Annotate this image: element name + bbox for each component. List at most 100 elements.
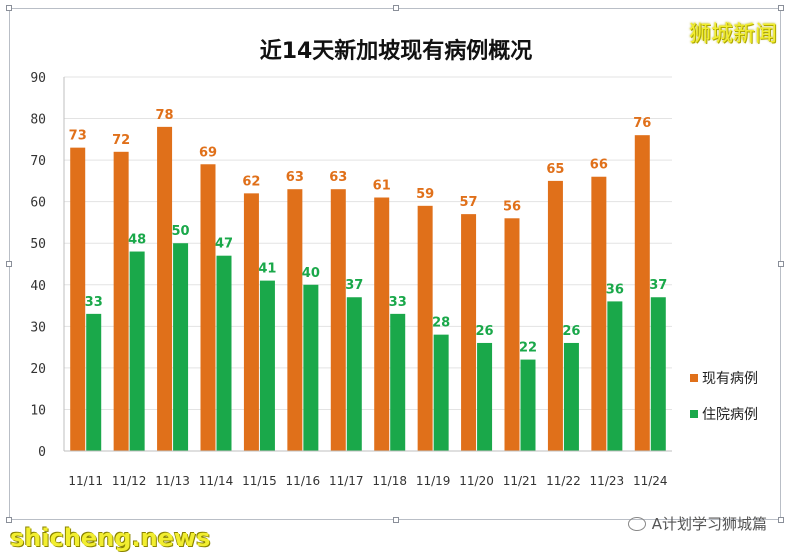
- x-tick-label: 11/16: [286, 474, 321, 488]
- resize-handle-top-left[interactable]: [6, 5, 12, 11]
- x-axis: 11/11 11/12 11/13 11/14 11/15 11/16 11/17 11/18…: [64, 450, 672, 488]
- x-tick-label: 11/11: [68, 474, 103, 488]
- data-label-hospitalised-cases: 37: [649, 278, 667, 293]
- data-label-existing-cases: 57: [460, 195, 478, 210]
- bar-hospitalised-cases: [390, 313, 406, 451]
- x-tick-label: 11/15: [242, 474, 277, 488]
- data-label-existing-cases: 59: [416, 187, 434, 202]
- resize-handle-mid-left[interactable]: [6, 261, 12, 267]
- y-tick-label: 70: [30, 154, 46, 169]
- data-label-existing-cases: 56: [503, 199, 521, 214]
- data-label-existing-cases: 66: [590, 158, 608, 173]
- y-tick-label: 50: [30, 237, 46, 252]
- watermark-top-right: 狮城新闻: [688, 22, 777, 47]
- bars: 73 33 72 48 78 50 69 47 62 41 63 40 63 37 61 33 59 28 57 26…: [69, 108, 667, 452]
- resize-handle-bottom-right[interactable]: [778, 517, 784, 523]
- bar-hospitalised-cases: [477, 342, 493, 451]
- x-tick-label: 11/19: [416, 474, 451, 488]
- y-tick-label: 90: [30, 71, 46, 86]
- x-tick-label: 11/22: [546, 474, 581, 488]
- x-tick-label: 11/14: [199, 474, 234, 488]
- x-tick-label: 11/12: [112, 474, 147, 488]
- data-label-existing-cases: 76: [633, 116, 651, 131]
- data-label-existing-cases: 78: [156, 108, 174, 123]
- data-label-hospitalised-cases: 22: [519, 341, 537, 356]
- bar-hospitalised-cases: [650, 297, 666, 451]
- bar-existing-cases: [374, 197, 390, 451]
- legend-label: 住院病例: [702, 407, 758, 423]
- bar-existing-cases: [70, 147, 86, 451]
- bar-existing-cases: [634, 135, 650, 451]
- data-label-existing-cases: 73: [69, 129, 87, 144]
- bar-existing-cases: [287, 189, 303, 451]
- data-label-existing-cases: 65: [546, 162, 564, 177]
- watermark-account: A计划学习狮城篇: [627, 513, 767, 534]
- data-label-hospitalised-cases: 48: [128, 233, 146, 248]
- bar-existing-cases: [157, 126, 173, 451]
- x-tick-label: 11/18: [372, 474, 407, 488]
- data-label-existing-cases: 72: [112, 133, 130, 148]
- y-tick-label: 40: [30, 279, 46, 294]
- bar-existing-cases: [243, 193, 259, 451]
- resize-handle-bottom-left[interactable]: [6, 517, 12, 523]
- data-label-hospitalised-cases: 33: [85, 295, 103, 310]
- x-tick-label: 11/23: [590, 474, 625, 488]
- data-label-hospitalised-cases: 28: [432, 316, 450, 331]
- data-label-hospitalised-cases: 40: [302, 266, 320, 281]
- x-tick-label: 11/20: [459, 474, 494, 488]
- resize-handle-bottom-mid[interactable]: [393, 517, 399, 523]
- watermark-account-label: A计划学习狮城篇: [651, 515, 767, 533]
- bar-hospitalised-cases: [259, 280, 275, 451]
- y-tick-label: 10: [30, 403, 46, 418]
- bar-existing-cases: [200, 164, 216, 451]
- bar-existing-cases: [461, 214, 477, 451]
- x-tick-label: 11/13: [155, 474, 190, 488]
- bar-hospitalised-cases: [520, 359, 536, 451]
- bar-existing-cases: [113, 151, 129, 452]
- bar-hospitalised-cases: [129, 251, 145, 451]
- y-tick-label: 80: [30, 113, 46, 128]
- data-label-hospitalised-cases: 36: [606, 282, 624, 297]
- y-tick-label: 20: [30, 362, 46, 377]
- data-label-existing-cases: 62: [242, 174, 260, 189]
- data-label-hospitalised-cases: 37: [345, 278, 363, 293]
- y-tick-label: 30: [30, 320, 46, 335]
- data-label-hospitalised-cases: 47: [215, 237, 233, 252]
- data-label-existing-cases: 63: [329, 170, 347, 185]
- bar-hospitalised-cases: [563, 342, 579, 451]
- x-tick-label: 11/24: [633, 474, 668, 488]
- y-tick-label: 60: [30, 196, 46, 211]
- data-label-existing-cases: 69: [199, 145, 217, 160]
- bar-existing-cases: [417, 205, 433, 451]
- data-label-existing-cases: 61: [373, 179, 391, 194]
- bar-existing-cases: [591, 176, 607, 451]
- bar-hospitalised-cases: [86, 313, 102, 451]
- legend-swatch: [690, 410, 698, 418]
- x-tick-label: 11/21: [503, 474, 538, 488]
- data-label-hospitalised-cases: 26: [562, 324, 580, 339]
- resize-handle-mid-right[interactable]: [778, 261, 784, 267]
- bar-existing-cases: [330, 189, 346, 451]
- y-axis: 0 10 20 30 40 50 60 70 80 90: [30, 71, 65, 460]
- legend-swatch: [690, 374, 698, 382]
- resize-handle-top-mid[interactable]: [393, 5, 399, 11]
- bar-hospitalised-cases: [607, 301, 623, 451]
- data-label-existing-cases: 63: [286, 170, 304, 185]
- bar-hospitalised-cases: [216, 255, 232, 451]
- data-label-hospitalised-cases: 33: [389, 295, 407, 310]
- wechat-icon: [627, 517, 646, 531]
- bar-hospitalised-cases: [433, 334, 449, 451]
- bar-existing-cases: [504, 218, 520, 451]
- legend-label: 现有病例: [702, 371, 758, 387]
- x-tick-label: 11/17: [329, 474, 364, 488]
- bar-hospitalised-cases: [303, 284, 319, 451]
- resize-handle-top-right[interactable]: [778, 5, 784, 11]
- chart-title: 近14天新加坡现有病例概况: [260, 38, 533, 64]
- data-label-hospitalised-cases: 26: [476, 324, 494, 339]
- data-label-hospitalised-cases: 41: [258, 262, 276, 277]
- bar-existing-cases: [547, 180, 563, 451]
- watermark-bottom-left: shicheng.news: [10, 524, 211, 552]
- data-label-hospitalised-cases: 50: [172, 224, 190, 239]
